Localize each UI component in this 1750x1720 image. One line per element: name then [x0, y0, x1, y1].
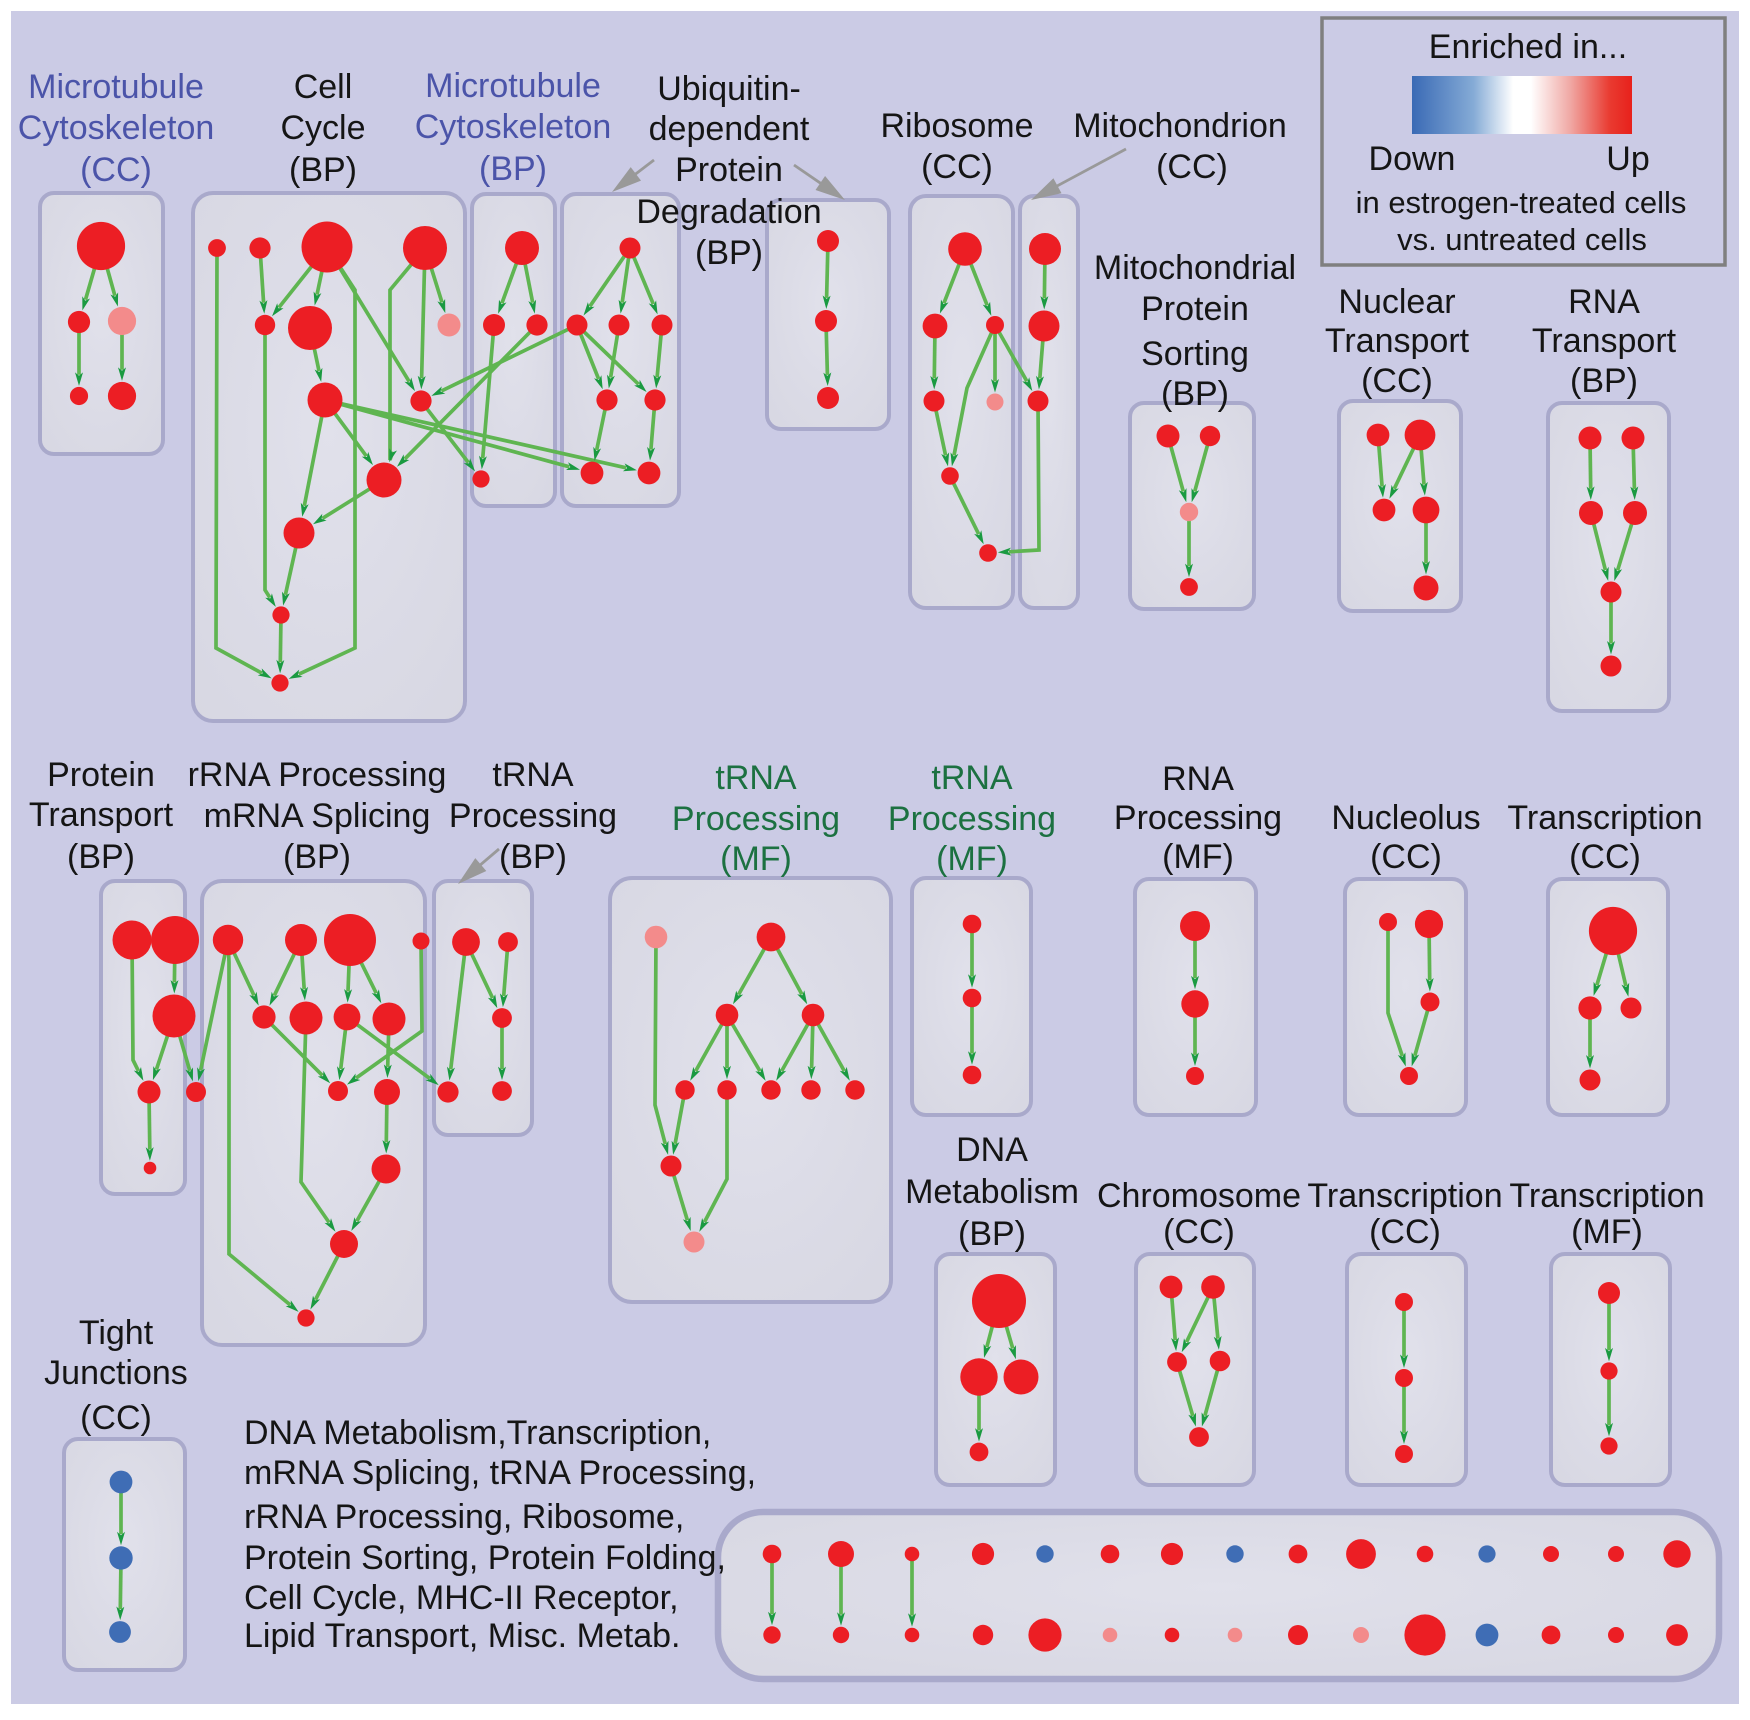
svg-text:Cell: Cell — [294, 68, 353, 106]
svg-text:Down: Down — [1369, 140, 1456, 178]
svg-text:Mitochondrion: Mitochondrion — [1073, 107, 1287, 145]
svg-text:(CC): (CC) — [1369, 1213, 1441, 1251]
svg-text:(MF): (MF) — [720, 840, 792, 878]
svg-text:rRNA Processing, Ribosome,: rRNA Processing, Ribosome, — [244, 1498, 684, 1536]
svg-text:Transport: Transport — [29, 796, 174, 834]
svg-text:(CC): (CC) — [80, 1399, 152, 1437]
svg-text:Transcription: Transcription — [1307, 1177, 1502, 1215]
svg-text:Ribosome: Ribosome — [880, 107, 1033, 145]
svg-text:mRNA Splicing, tRNA Processing: mRNA Splicing, tRNA Processing, — [244, 1454, 756, 1492]
svg-text:DNA Metabolism,Transcription,: DNA Metabolism,Transcription, — [244, 1414, 711, 1452]
svg-text:Transcription: Transcription — [1507, 799, 1702, 837]
svg-text:(BP): (BP) — [283, 838, 351, 876]
svg-text:(BP): (BP) — [67, 838, 135, 876]
svg-text:Microtubule: Microtubule — [28, 68, 204, 106]
svg-text:in estrogen-treated cells: in estrogen-treated cells — [1356, 185, 1687, 220]
svg-text:tRNA: tRNA — [492, 756, 574, 794]
svg-text:Chromosome: Chromosome — [1097, 1177, 1301, 1215]
svg-text:(CC): (CC) — [1569, 838, 1641, 876]
svg-text:RNA: RNA — [1568, 283, 1640, 321]
svg-text:dependent: dependent — [649, 110, 810, 148]
svg-text:(BP): (BP) — [1161, 375, 1229, 413]
svg-text:DNA: DNA — [956, 1131, 1028, 1169]
svg-text:Junctions: Junctions — [44, 1354, 188, 1392]
svg-text:(MF): (MF) — [1571, 1213, 1643, 1251]
svg-text:Cell Cycle, MHC-II Receptor,: Cell Cycle, MHC-II Receptor, — [244, 1579, 679, 1617]
svg-text:Processing: Processing — [1114, 799, 1282, 837]
svg-text:(BP): (BP) — [1570, 362, 1638, 400]
svg-text:Lipid Transport, Misc. Metab.: Lipid Transport, Misc. Metab. — [244, 1617, 681, 1655]
svg-text:RNA: RNA — [1162, 760, 1234, 798]
svg-text:Processing: Processing — [672, 800, 840, 838]
svg-text:(BP): (BP) — [479, 150, 547, 188]
svg-text:Sorting: Sorting — [1141, 335, 1249, 373]
svg-text:Up: Up — [1606, 140, 1649, 178]
svg-text:vs. untreated cells: vs. untreated cells — [1397, 222, 1647, 257]
svg-text:Ubiquitin-: Ubiquitin- — [657, 70, 801, 108]
svg-text:(BP): (BP) — [289, 151, 357, 189]
svg-text:Protein: Protein — [47, 756, 155, 794]
svg-text:(CC): (CC) — [1370, 838, 1442, 876]
svg-text:Metabolism: Metabolism — [905, 1173, 1079, 1211]
svg-text:mRNA Splicing: mRNA Splicing — [204, 797, 431, 835]
svg-text:Nucleolus: Nucleolus — [1331, 799, 1480, 837]
svg-text:Transcription: Transcription — [1509, 1177, 1704, 1215]
svg-text:tRNA: tRNA — [931, 759, 1013, 797]
svg-text:Tight: Tight — [79, 1314, 154, 1352]
svg-text:(CC): (CC) — [1156, 148, 1228, 186]
svg-text:Cytoskeleton: Cytoskeleton — [18, 109, 215, 147]
svg-text:Microtubule: Microtubule — [425, 67, 601, 105]
svg-text:(BP): (BP) — [958, 1215, 1026, 1253]
svg-text:Mitochondrial: Mitochondrial — [1094, 249, 1296, 287]
svg-text:Nuclear: Nuclear — [1338, 283, 1455, 321]
svg-text:Transport: Transport — [1325, 322, 1470, 360]
svg-text:Protein: Protein — [1141, 290, 1249, 328]
svg-text:Processing: Processing — [449, 797, 617, 835]
svg-text:(CC): (CC) — [80, 151, 152, 189]
svg-text:Transport: Transport — [1532, 322, 1677, 360]
svg-text:(CC): (CC) — [1163, 1213, 1235, 1251]
svg-text:Cycle: Cycle — [280, 109, 365, 147]
svg-text:tRNA: tRNA — [715, 759, 797, 797]
svg-text:Protein Sorting, Protein Foldi: Protein Sorting, Protein Folding, — [244, 1539, 726, 1577]
svg-text:Protein: Protein — [675, 151, 783, 189]
svg-text:(BP): (BP) — [695, 234, 763, 272]
svg-text:(MF): (MF) — [936, 840, 1008, 878]
svg-text:rRNA Processing: rRNA Processing — [188, 756, 447, 794]
svg-text:(BP): (BP) — [499, 838, 567, 876]
svg-text:Degradation: Degradation — [636, 193, 821, 231]
svg-text:(CC): (CC) — [1361, 362, 1433, 400]
svg-text:Cytoskeleton: Cytoskeleton — [415, 108, 612, 146]
svg-text:Enriched in...: Enriched in... — [1429, 28, 1627, 66]
svg-text:Processing: Processing — [888, 800, 1056, 838]
svg-text:(MF): (MF) — [1162, 838, 1234, 876]
svg-text:(CC): (CC) — [921, 148, 993, 186]
